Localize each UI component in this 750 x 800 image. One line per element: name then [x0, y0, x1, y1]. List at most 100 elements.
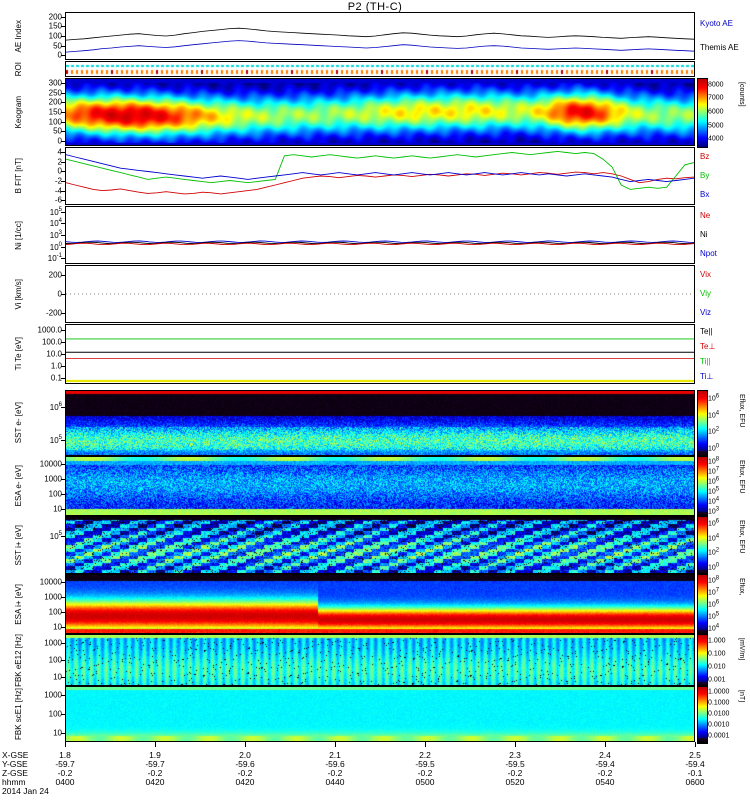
y-tick-esa_e: 10000 — [39, 459, 62, 468]
esa_i-spectrogram — [66, 575, 694, 633]
axis-tick-x_gse: 2.4 — [599, 750, 611, 760]
y-tick-sst_e: 106 — [49, 401, 62, 412]
y-tick-ni: 103 — [49, 230, 62, 240]
axis-row-label-xgse: X-GSE — [2, 750, 29, 760]
fbk_e-spectrogram — [66, 635, 694, 685]
y-tick-ti: 0.1 — [50, 373, 62, 383]
y-tickmark — [61, 190, 65, 192]
series-label-Bz: Bz — [700, 151, 710, 161]
y-tickmark — [61, 258, 65, 260]
y-tick-esa_e: 1000 — [44, 474, 62, 483]
y-tickmark — [61, 235, 65, 236]
y-tick-vi: -200 — [45, 308, 62, 318]
y-tickmark — [61, 92, 65, 94]
panel-ylabel-fbk_b: FBK scE1 [Hz] — [14, 687, 23, 740]
axis-tick-hhmm: 0440 — [325, 777, 345, 787]
colorbar-tick: 5000 — [708, 122, 724, 130]
panel-ylabel-esa_e: ESA e- [eV] — [14, 465, 23, 507]
y-tickmark — [61, 714, 65, 715]
colorbar-tick: 100 — [708, 443, 720, 453]
colorbar-tick: 0.100 — [708, 650, 726, 657]
y-tick-keogram: 300 — [48, 78, 62, 88]
colorbar-tick: 100 — [708, 562, 720, 572]
panel-vi — [65, 265, 695, 323]
axis-tick-z_gse: -0.1 — [687, 768, 703, 778]
panel-ylabel-bfit: B FIT [nT] — [14, 158, 23, 194]
panel-ni — [65, 206, 695, 264]
y-tick-ti: 100.0 — [41, 337, 62, 347]
series-label-Bx: Bx — [700, 190, 710, 200]
axis-tick-y_gse: -59.7 — [55, 759, 75, 769]
colorbar-tick: 104 — [708, 533, 720, 543]
y-tick-ni: 10-1 — [47, 253, 62, 264]
panel-keogram — [65, 78, 695, 146]
axis-tick-x_gse: 1.8 — [59, 750, 71, 760]
y-tick-keogram: 50 — [53, 126, 62, 136]
axis-tick-z_gse: -0.2 — [507, 768, 523, 778]
y-tickmark — [61, 121, 65, 123]
page-title: P2 (TH-C) — [347, 1, 403, 13]
y-tickmark — [61, 493, 65, 495]
y-tickmark — [61, 313, 65, 315]
colorbar-tick: 107 — [708, 466, 720, 476]
y-tickmark — [61, 463, 65, 465]
y-tick-ae: 100 — [48, 31, 62, 41]
colorbar-sst_i — [697, 516, 708, 576]
series-label-Ti: Ti|| — [700, 356, 711, 366]
panel-ylabel-ni: Ni [1/cc] — [14, 220, 23, 250]
y-tickmark — [61, 171, 65, 173]
colorbar-tick: 106 — [708, 518, 720, 528]
axis-tick-hhmm: 0400 — [55, 777, 75, 787]
axis-tick-x_gse: 2.0 — [239, 750, 251, 760]
colorbar-tick: 105 — [708, 611, 720, 621]
colorbar-tick: 102 — [708, 426, 720, 436]
axis-tick-z_gse: -0.2 — [327, 768, 343, 778]
panel-ylabel-esa_i: ESA i+ [eV] — [14, 583, 23, 625]
panel-ae — [65, 12, 695, 60]
series-line-themis-ae — [66, 27, 694, 41]
x-tickmark — [605, 742, 606, 747]
axis-tick-z_gse: -0.2 — [417, 768, 433, 778]
series-line-bx — [66, 154, 694, 183]
colorbar-tick: 104 — [708, 623, 720, 633]
y-tickmark — [61, 36, 65, 37]
colorbar-tick: 106 — [708, 599, 720, 609]
y-tickmark — [61, 677, 65, 679]
x-tickmark — [695, 742, 696, 747]
y-tick-bfit: -2 — [54, 176, 62, 186]
colorbar-esa_e — [697, 456, 708, 518]
colorbar-tick: 1.000 — [708, 637, 726, 644]
colorbar-keogram — [697, 78, 708, 148]
axis-tick-hhmm: 0420 — [235, 777, 255, 787]
panel-ylabel-sst_i: SST i+ [eV] — [14, 524, 23, 566]
panel-roi — [65, 61, 695, 77]
y-tick-vi: 0 — [57, 289, 62, 299]
y-tick-fbk_b: 10 — [53, 728, 62, 738]
axis-date: 2014 Jan 24 — [2, 786, 49, 796]
y-tick-ae: 0 — [57, 50, 62, 60]
y-tick-keogram: 150 — [48, 107, 62, 117]
panel-esa_i — [65, 574, 695, 634]
colorbar-fbk_e — [697, 634, 708, 688]
colorbar-title: [counts] — [738, 82, 745, 107]
axis-row-label-zgse: Z-GSE — [2, 768, 28, 778]
series-label-Viz: Viz — [700, 308, 711, 318]
panel-bfit — [65, 147, 695, 205]
panel-ylabel-keogram: Keogram — [14, 95, 23, 129]
y-tickmark — [61, 478, 65, 480]
panel-esa_e — [65, 456, 695, 516]
axis-tick-y_gse: -59.4 — [685, 759, 705, 769]
colorbar-tick: 102 — [708, 547, 720, 557]
fbk_b-spectrogram — [66, 687, 694, 741]
y-tickmark — [61, 660, 65, 661]
colorbar-fbk_b — [697, 686, 708, 744]
axis-row-label-hhmm: hhmm — [2, 777, 26, 787]
panel-ylabel-sst_e: SST e- [eV] — [14, 402, 23, 444]
series-line-kyoto-ae — [66, 40, 694, 53]
panel-sst_i — [65, 516, 695, 574]
series-label-Te: Te⊥ — [700, 341, 716, 351]
y-tick-ae: 150 — [48, 21, 62, 31]
axis-tick-hhmm: 0520 — [505, 777, 525, 787]
series-label-Viy: Viy — [700, 289, 711, 298]
y-tickmark — [61, 508, 65, 510]
